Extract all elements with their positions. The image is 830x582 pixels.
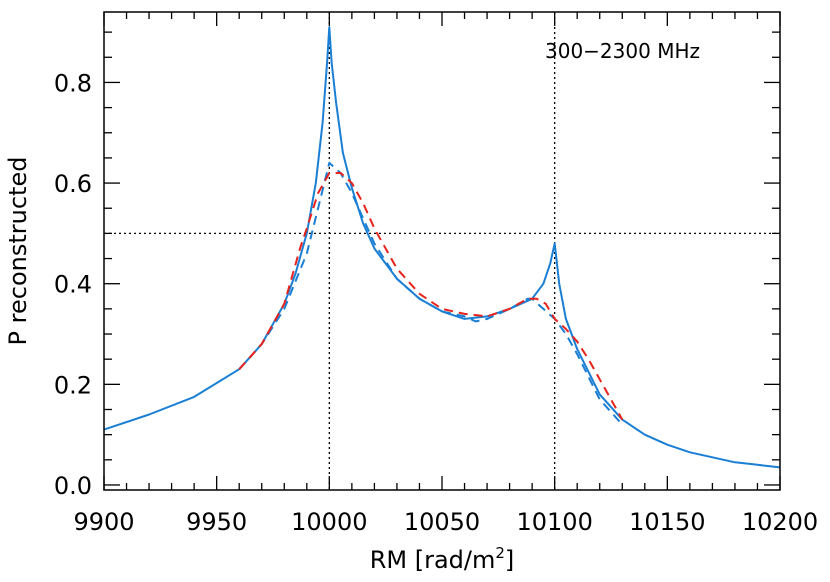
y-tick-label: 0.0 (54, 472, 92, 500)
y-tick-label: 0.6 (54, 170, 92, 198)
x-tick-label: 10150 (629, 508, 705, 536)
series-group (103, 26, 781, 469)
x-tick-label: 10100 (516, 508, 592, 536)
x-axis-label-main: RM [rad/m (370, 546, 496, 574)
x-tick-label: 10000 (291, 508, 367, 536)
y-tick-label: 0.8 (54, 69, 92, 97)
y-tick-label: 0.4 (54, 271, 92, 299)
x-axis-label-end: ] (505, 546, 514, 574)
x-tick-label: 9950 (186, 508, 247, 536)
x-tick-label: 9900 (73, 508, 134, 536)
tick-labels: 9900 9950 10000 10050 10100 10150 10200 0.0 0.2 0… (54, 69, 818, 536)
y-tick-label: 0.2 (54, 371, 92, 399)
plot-frame (103, 11, 781, 491)
reference-lines (104, 12, 780, 490)
x-axis-label: RM [rad/m2] (370, 544, 515, 574)
series-line-2 (238, 161, 624, 426)
series-line-1 (103, 26, 781, 469)
series-line-3 (238, 172, 624, 421)
y-axis-label: P reconstructed (4, 157, 32, 346)
axis-ticks (103, 12, 781, 490)
x-tick-label: 10050 (404, 508, 480, 536)
x-tick-label: 10200 (742, 508, 818, 536)
x-axis-label-sup: 2 (495, 544, 505, 562)
annotation-label: 300−2300 MHz (545, 39, 700, 63)
